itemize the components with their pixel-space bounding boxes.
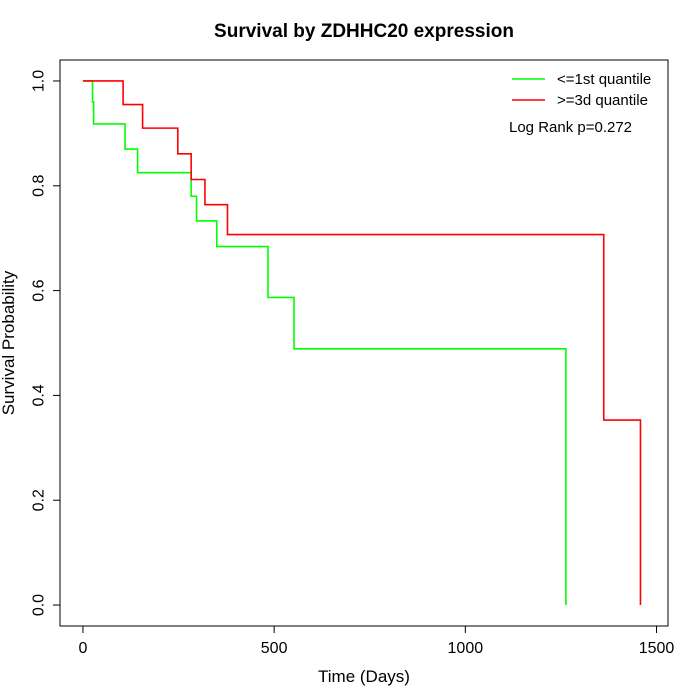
x-tick-label: 1000 xyxy=(448,640,484,657)
y-tick-label: 0.0 xyxy=(31,594,48,616)
legend-label: >=3d quantile xyxy=(557,92,648,109)
y-tick-label: 0.6 xyxy=(31,279,48,301)
survival-curve-low xyxy=(82,80,567,606)
legend: <=1st quantile >=3d quantile xyxy=(512,71,651,109)
x-axis-label: Time (Days) xyxy=(318,667,410,686)
y-axis: 0.0 0.2 0.4 0.6 0.8 1.0 xyxy=(31,70,61,616)
y-tick-label: 0.8 xyxy=(31,175,48,197)
x-tick-label: 500 xyxy=(261,640,288,657)
y-tick-label: 0.2 xyxy=(31,489,48,511)
y-tick-label: 0.4 xyxy=(31,384,48,406)
y-axis-label: Survival Probability xyxy=(0,270,18,415)
survival-curve-high xyxy=(82,80,642,606)
series-layer xyxy=(82,80,642,606)
plot-frame xyxy=(59,59,669,627)
chart-title: Survival by ZDHHC20 expression xyxy=(214,21,514,42)
x-tick-label: 0 xyxy=(78,640,87,657)
x-tick-label: 1500 xyxy=(639,640,675,657)
x-axis: 0 500 1000 1500 xyxy=(78,625,675,657)
log-rank-annotation: Log Rank p=0.272 xyxy=(509,119,632,136)
y-tick-label: 1.0 xyxy=(31,70,48,92)
legend-label: <=1st quantile xyxy=(557,71,651,88)
